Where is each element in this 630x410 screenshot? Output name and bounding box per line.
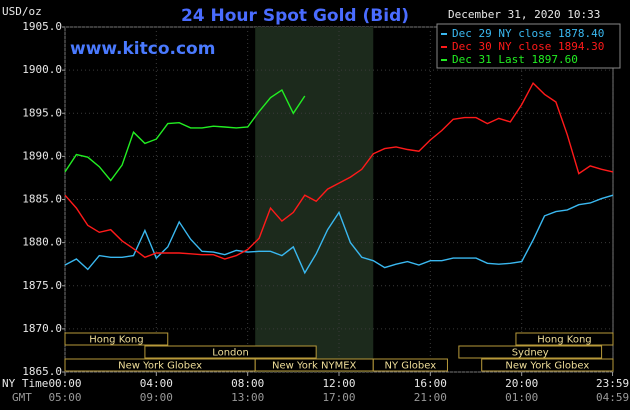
legend-box [436,23,621,69]
session-label: Hong Kong [89,335,143,346]
gmt-tick-label: 17:00 [322,391,355,404]
x-tick-label: 23:59 [596,377,629,390]
x-tick-label: 08:00 [231,377,264,390]
y-tick-label: 1870.0 [22,322,62,335]
gmt-tick-label: 05:00 [48,391,81,404]
x-tick-label: 20:00 [505,377,538,390]
session-box [372,358,448,372]
timestamp: December 31, 2020 10:33 [448,8,600,21]
session-label: Sydney [512,348,549,359]
session-box [515,332,614,346]
gmt-tick-label: 09:00 [140,391,173,404]
series-lines [64,81,614,275]
x-axis-label: NY Time [2,377,48,390]
y-tick-label: 1875.0 [22,279,62,292]
sessions: Hong Kong Hong Kong London Sydney New York G… [64,332,614,372]
x-tick-label: 12:00 [322,377,355,390]
y-tick-label: 1890.0 [22,149,62,162]
site-label: www.kitco.com [70,39,215,59]
session-label: Hong Kong [537,335,591,346]
y-tick-label: 1880.0 [22,236,62,249]
session-box [458,345,603,359]
axes: 1865.0 1870.0 1875.0 1880.0 1885.0 1890.0 1895… [22,20,629,404]
session-label: New York Globex [505,361,589,372]
session-box [481,358,614,372]
gmt-tick-label: 21:00 [414,391,447,404]
gmt-tick-label: 13:00 [231,391,264,404]
chart-title: 24 Hour Spot Gold (Bid) [181,6,409,26]
session-label: NY Globex [385,361,437,372]
session-label: New York NYMEX [272,361,357,372]
session-box [64,332,169,346]
legend-label: Dec 31 Last 1897.60 [452,53,578,66]
legend-label: Dec 29 NY close 1878.40 [452,27,604,40]
session-label: London [212,348,249,359]
x-tick-label: 00:00 [48,377,81,390]
x-tick-label: 04:00 [140,377,173,390]
gmt-tick-label: 01:00 [505,391,538,404]
y-tick-label: 1865.0 [22,365,62,378]
session-box [144,345,317,359]
y-tick-label: 1900.0 [22,63,62,76]
unit-label: USD/oz [2,5,42,18]
x-tick-label: 16:00 [414,377,447,390]
session-label: New York Globex [118,361,202,372]
y-tick-label: 1895.0 [22,106,62,119]
legend-label: Dec 30 NY close 1894.30 [452,40,604,53]
y-tick-label: 1885.0 [22,193,62,206]
y-tick-label: 1905.0 [22,20,62,33]
series-line [64,194,614,275]
series-line [64,88,306,182]
gmt-tick-label: 04:59 [596,391,629,404]
gmt-axis-label: GMT [12,391,32,404]
series-line [64,81,614,260]
